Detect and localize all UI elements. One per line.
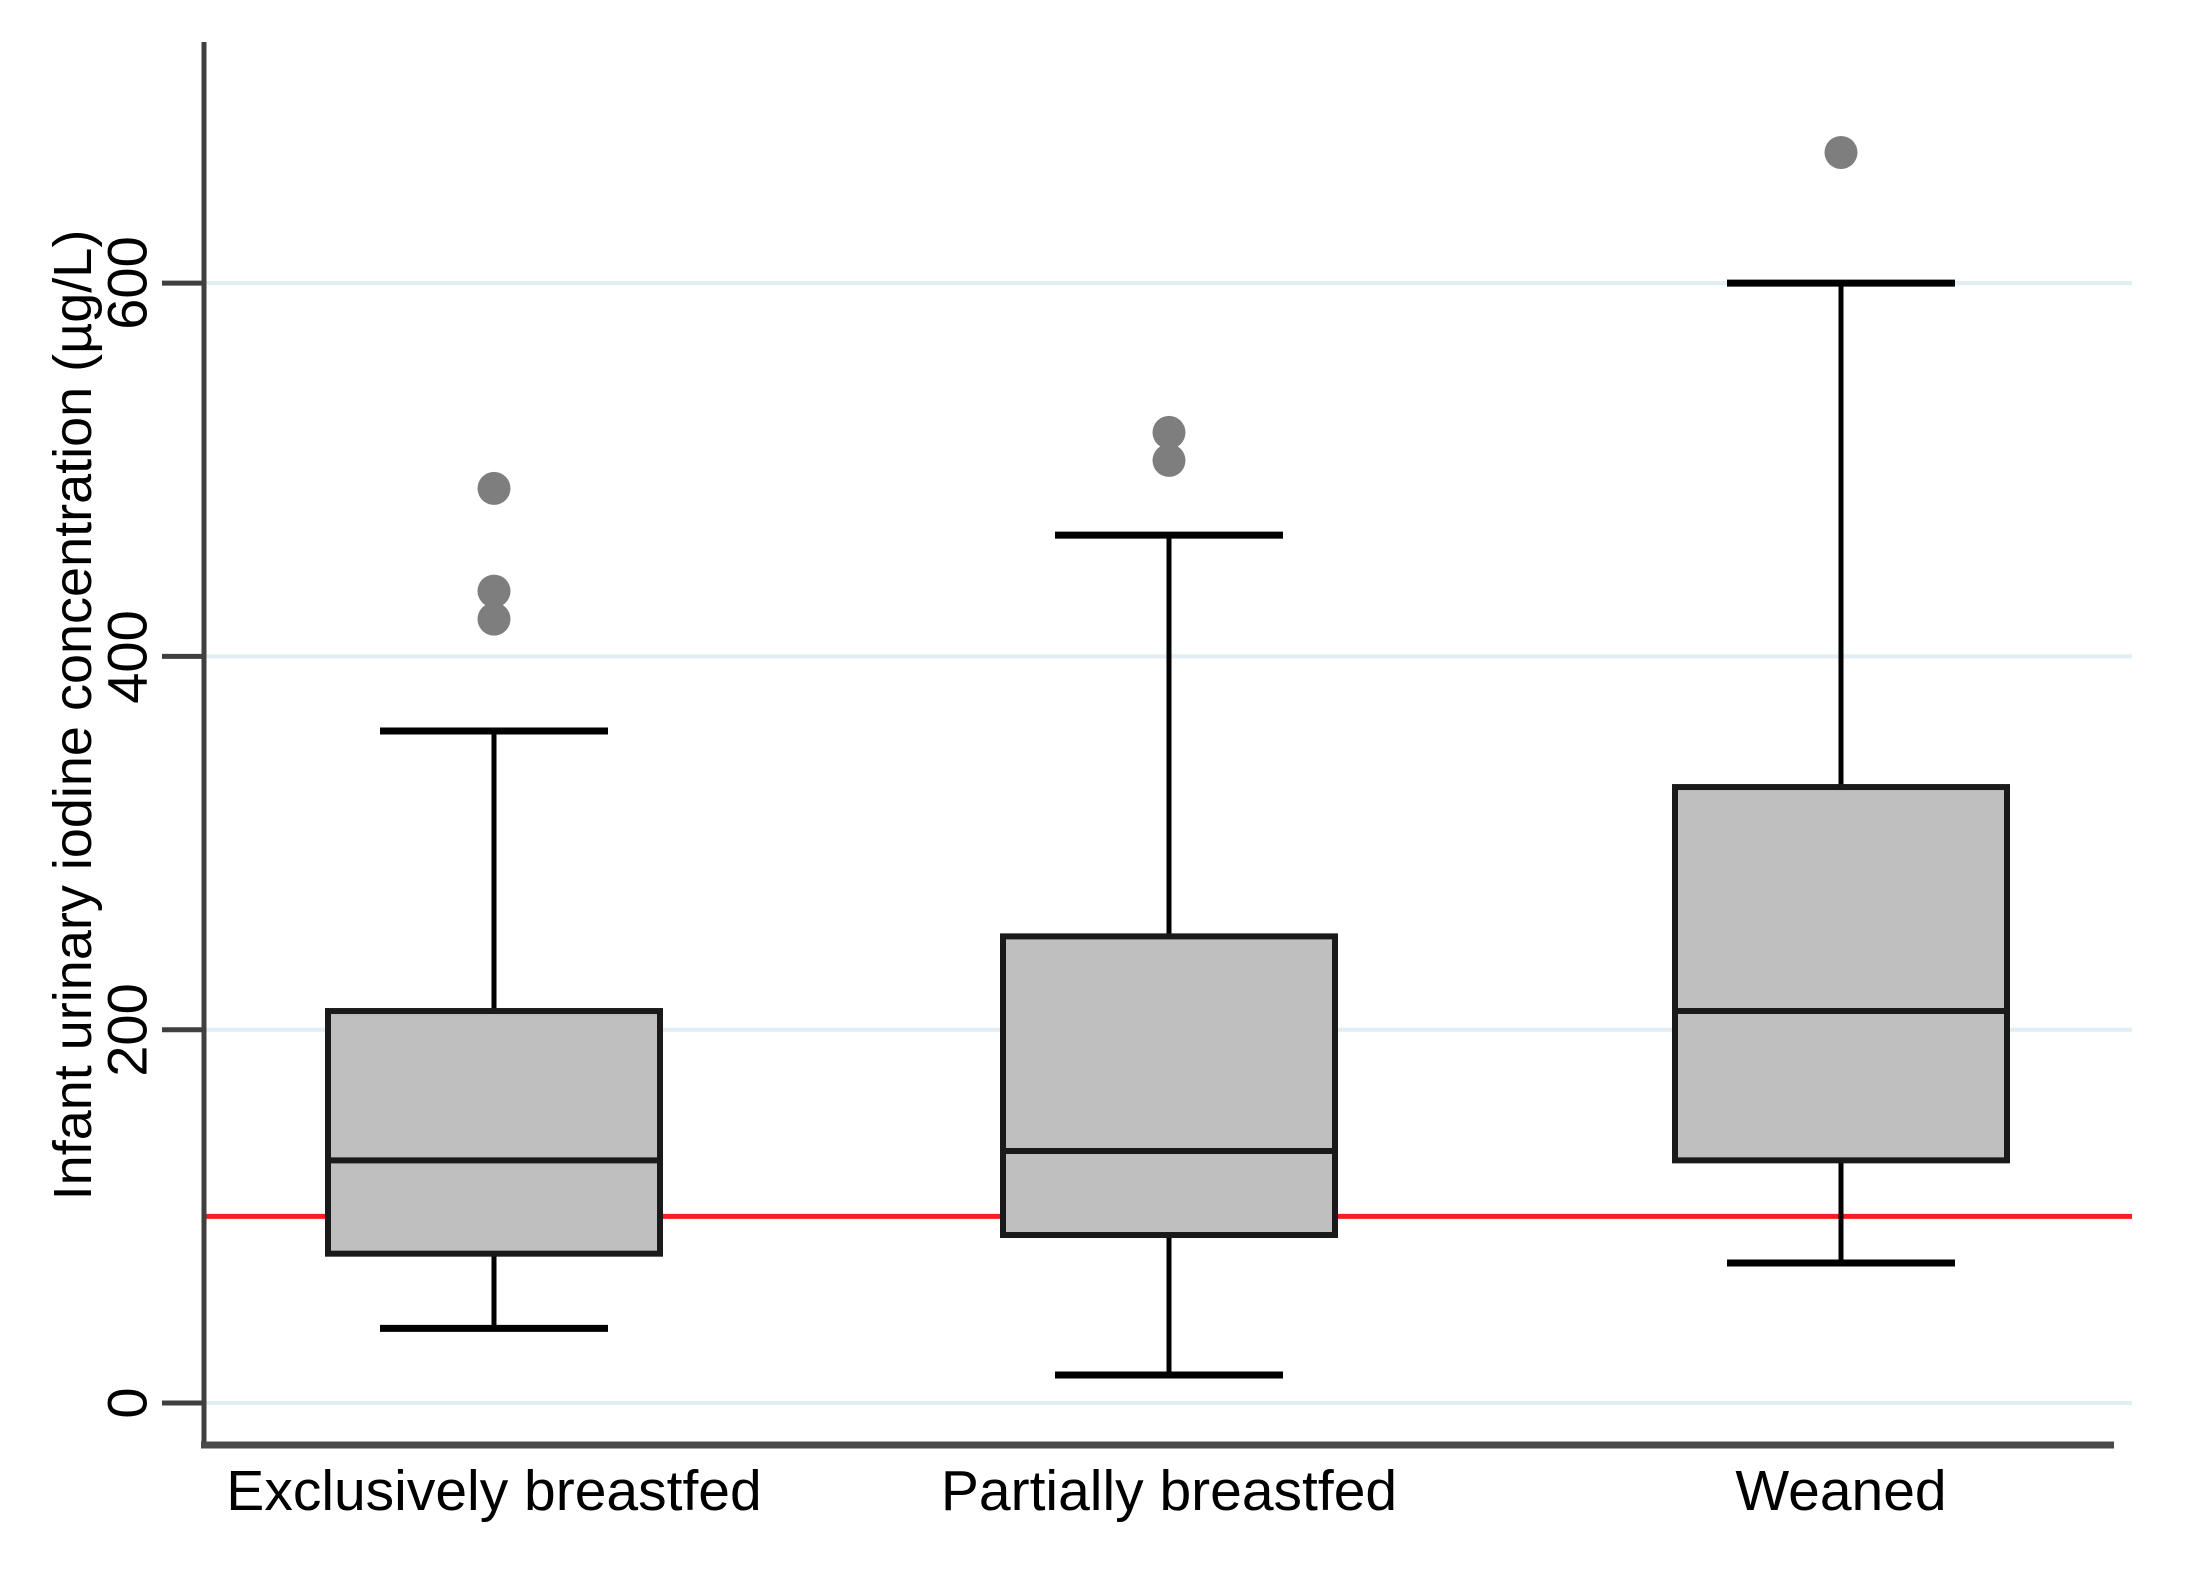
y-tick-label-600: 600 bbox=[95, 236, 159, 330]
x-category-label-exclusively-breastfed: Exclusively breastfed bbox=[226, 1459, 762, 1523]
outlier-dot-exclusively-breastfed-420 bbox=[477, 602, 511, 636]
outlier-dot-exclusively-breastfed-435 bbox=[477, 574, 511, 608]
iqr-box-weaned bbox=[1672, 784, 2010, 1164]
outlier-dot-partially-breastfed-505 bbox=[1152, 443, 1186, 477]
y-tick-label-400: 400 bbox=[95, 610, 159, 704]
iqr-box-partially-breastfed bbox=[1000, 933, 1338, 1239]
x-category-label-weaned: Weaned bbox=[1735, 1459, 1947, 1523]
x-category-label-partially-breastfed: Partially breastfed bbox=[940, 1459, 1398, 1523]
y-tick-label-0: 0 bbox=[95, 1387, 159, 1419]
y-tick-label-200: 200 bbox=[95, 983, 159, 1077]
iqr-box-exclusively-breastfed bbox=[325, 1008, 663, 1257]
outlier-dot-partially-breastfed-520 bbox=[1152, 415, 1186, 449]
outlier-dot-exclusively-breastfed-490 bbox=[477, 471, 511, 505]
outlier-dot-weaned-670 bbox=[1824, 135, 1858, 169]
